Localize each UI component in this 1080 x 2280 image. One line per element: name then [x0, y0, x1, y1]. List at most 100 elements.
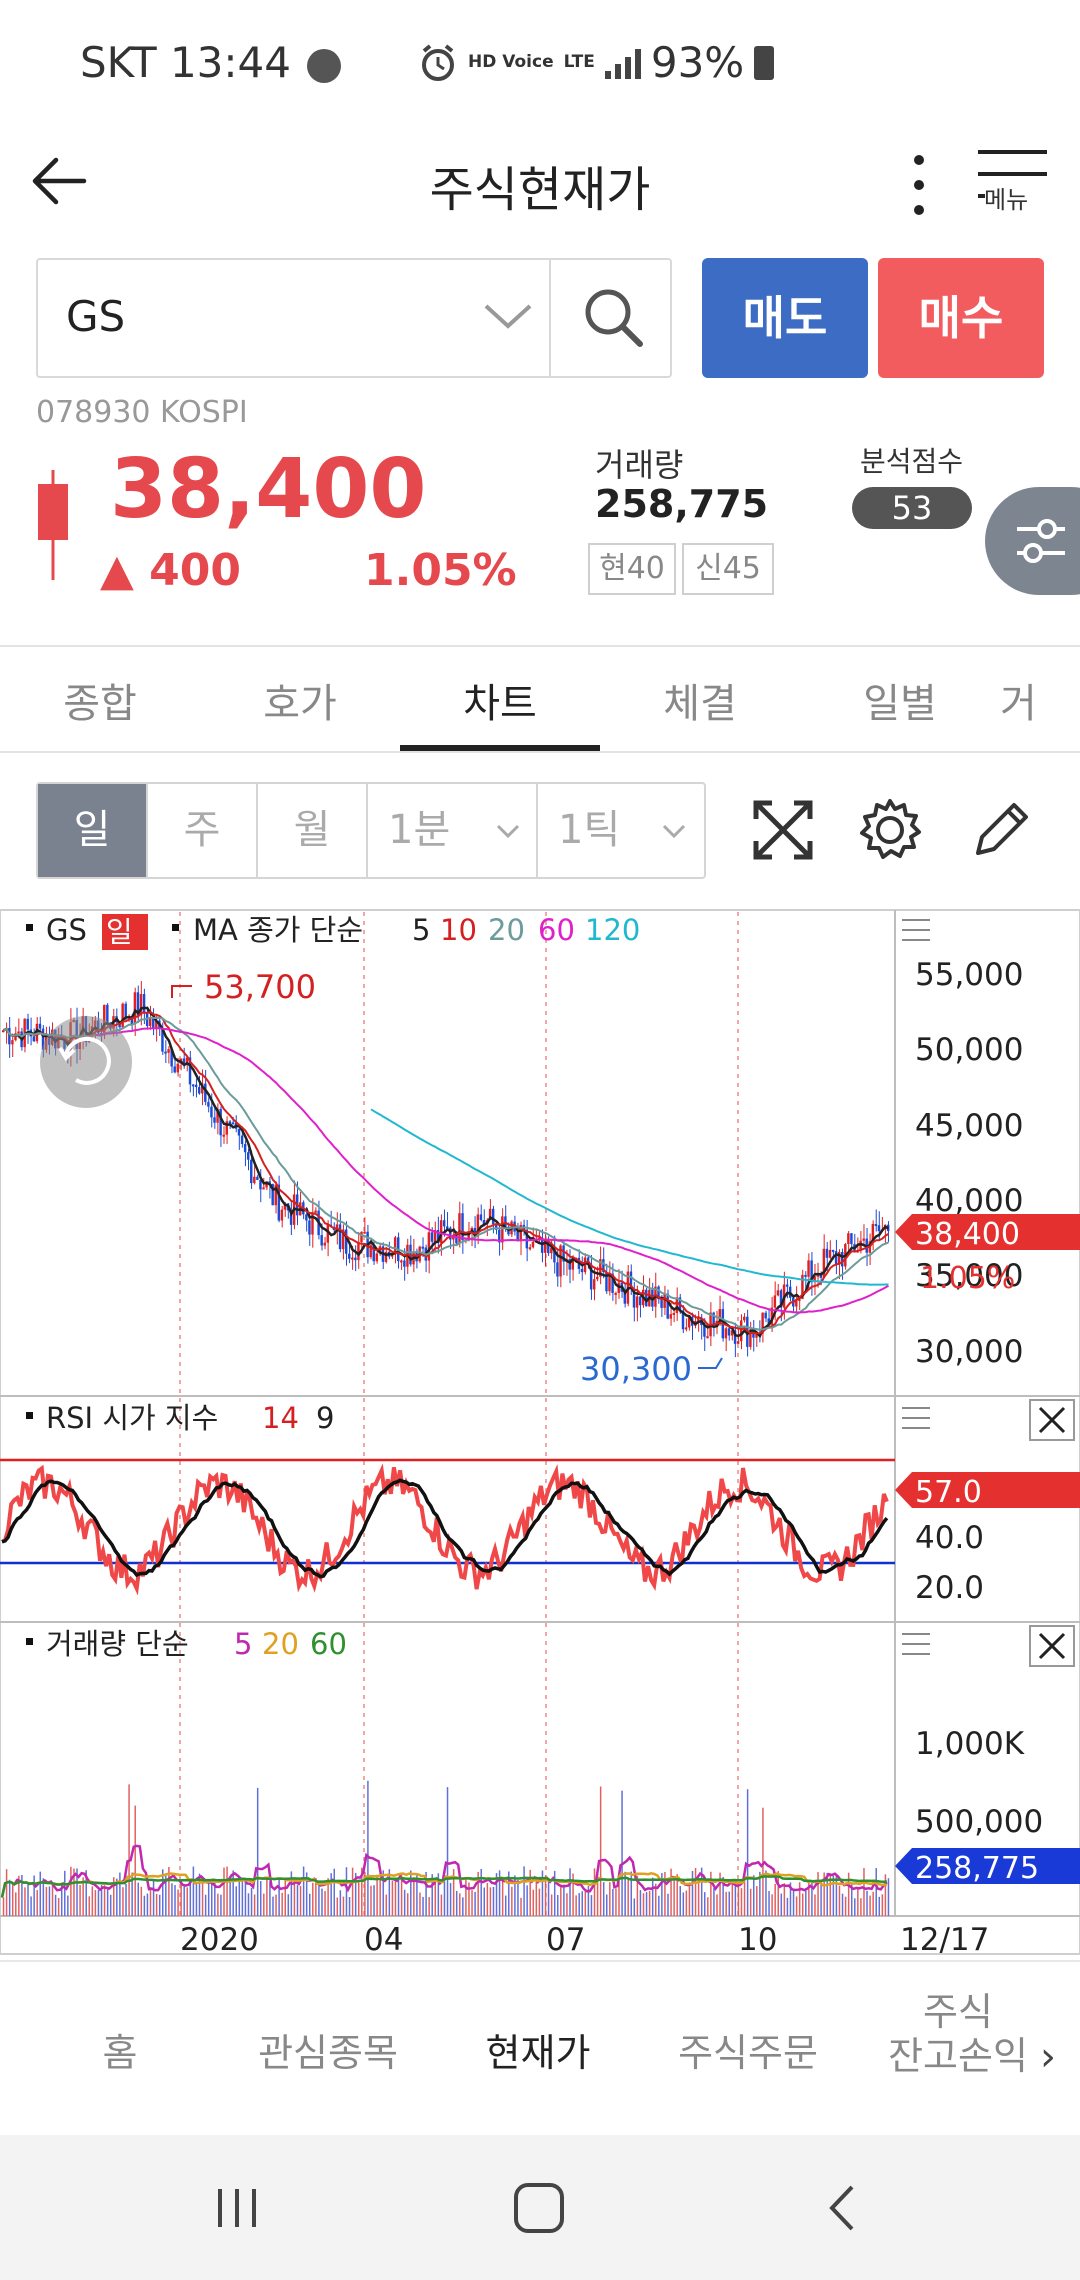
- candle-body: [305, 1214, 308, 1221]
- close-panel-icon[interactable]: [1029, 1625, 1075, 1667]
- pencil-draw-icon[interactable]: [966, 795, 1036, 865]
- candle-body: [703, 1325, 706, 1337]
- battery-icon: [754, 45, 775, 80]
- back-arrow-icon[interactable]: [28, 150, 90, 212]
- candle-body: [675, 1297, 679, 1313]
- sell-button[interactable]: 매도: [702, 258, 868, 378]
- ma-line-20: [3, 1016, 889, 1331]
- candle-body: [170, 1049, 173, 1067]
- settings-gear-icon[interactable]: [855, 795, 925, 865]
- candle-body: [556, 1262, 559, 1277]
- candle-body: [427, 1232, 431, 1261]
- tab-more[interactable]: 거: [1000, 681, 1037, 727]
- filter-fab-button[interactable]: [985, 487, 1080, 595]
- legend-ma-10: 10: [440, 913, 477, 947]
- current-pct-axis-label: 1.05%: [920, 1261, 1015, 1296]
- nav-stock-order[interactable]: 주식주문: [678, 2031, 818, 2075]
- nav-next-arrow-icon[interactable]: ›: [1040, 2034, 1056, 2080]
- candle-body: [635, 1296, 639, 1308]
- fullscreen-icon[interactable]: [748, 795, 818, 865]
- volume-ma-60: [0, 1875, 887, 1898]
- stock-chart[interactable]: GS 일 MA 종가 단순 5 10 20 60 120 55,000 50,0…: [0, 908, 1080, 1958]
- period-week[interactable]: 주: [148, 784, 258, 877]
- candle-body: [819, 1274, 823, 1278]
- period-tick[interactable]: 1틱: [538, 784, 704, 877]
- candle-body: [207, 1101, 210, 1107]
- candle-body: [253, 1176, 256, 1184]
- nav-current-price[interactable]: 현재가: [485, 2031, 591, 2075]
- home-icon[interactable]: [512, 2181, 566, 2235]
- tab-summary[interactable]: 종합: [63, 681, 137, 727]
- nav-watchlist[interactable]: 관심종목: [258, 2031, 398, 2075]
- tab-daily[interactable]: 일별: [863, 681, 937, 727]
- period-month[interactable]: 월: [258, 784, 368, 877]
- stock-name-field[interactable]: GS: [66, 292, 126, 341]
- tab-trades[interactable]: 체결: [663, 681, 737, 727]
- candle-body: [730, 1330, 734, 1336]
- candle-body: [761, 1312, 764, 1334]
- candle-body: [271, 1183, 274, 1206]
- candle-body: [393, 1237, 397, 1255]
- candle-body: [822, 1248, 826, 1278]
- chart-canvas[interactable]: GS 일 MA 종가 단순 5 10 20 60 120 55,000 50,0…: [0, 908, 1080, 1958]
- stock-search-box[interactable]: GS: [36, 258, 672, 378]
- buy-button[interactable]: 매수: [878, 258, 1044, 378]
- chevron-down-icon: [662, 824, 686, 839]
- candle-body: [801, 1274, 804, 1299]
- low-price-label: 30,300: [580, 1350, 692, 1388]
- volume-ma-60: 60: [310, 1627, 347, 1661]
- period-day[interactable]: 일: [38, 784, 148, 877]
- panel-menu-icon[interactable]: [902, 1407, 930, 1429]
- candle-body: [164, 1051, 167, 1054]
- close-panel-icon[interactable]: [1029, 1399, 1075, 1441]
- candle-body: [785, 1284, 789, 1287]
- panel-menu-icon[interactable]: [902, 919, 930, 941]
- candle-body: [739, 1320, 743, 1342]
- hamburger-menu-icon[interactable]: [975, 146, 1050, 226]
- period-minute[interactable]: 1분: [368, 784, 538, 877]
- rotate-screen-icon[interactable]: [40, 1016, 132, 1108]
- app-header: 주식현재가 메뉴: [0, 130, 1080, 230]
- rsi-param-9: 9: [316, 1401, 334, 1435]
- volume-tick-1000k: 1,000K: [915, 1726, 1025, 1762]
- tab-chart[interactable]: 차트: [463, 681, 537, 727]
- candle-body: [516, 1231, 519, 1242]
- candle-body: [256, 1176, 259, 1180]
- chevron-down-icon[interactable]: [478, 296, 538, 336]
- candle-body: [357, 1242, 360, 1261]
- status-tag-2: 신45: [682, 543, 774, 595]
- panel-menu-icon[interactable]: [902, 1633, 930, 1655]
- candle-body: [687, 1316, 691, 1328]
- candle-body: [645, 1289, 648, 1307]
- candle-body: [237, 1128, 241, 1136]
- candle-body: [623, 1291, 627, 1304]
- recent-apps-icon[interactable]: [212, 2183, 262, 2233]
- tab-orderbook[interactable]: 호가: [263, 681, 337, 727]
- nav-home[interactable]: 홈: [102, 2031, 138, 2075]
- more-vert-icon[interactable]: [908, 150, 930, 220]
- period-minute-label: 1분: [388, 807, 451, 853]
- candle-body: [608, 1273, 611, 1292]
- candle-body: [283, 1203, 287, 1210]
- search-icon[interactable]: [578, 282, 648, 352]
- candle-body: [543, 1238, 547, 1253]
- system-back-icon[interactable]: [822, 2183, 862, 2233]
- candle-body: [592, 1279, 596, 1290]
- candle-body: [262, 1187, 265, 1190]
- nav-balance-pnl[interactable]: 주식 잔고손익: [858, 1990, 1058, 2078]
- menu-label[interactable]: 메뉴: [984, 186, 1029, 214]
- current-price-axis-label: 38,400: [915, 1217, 1020, 1252]
- ma-line-10: [3, 1010, 890, 1335]
- candle-body: [210, 1106, 213, 1118]
- price-change: ▲ 400: [100, 545, 242, 596]
- status-right: HD Voice LTE 93%: [418, 38, 775, 87]
- candle-body: [136, 992, 140, 1016]
- x-label-10: 10: [738, 1922, 777, 1956]
- candle-body: [161, 1028, 164, 1052]
- candle-body: [400, 1260, 403, 1263]
- rsi-signal-line: [1, 1478, 889, 1579]
- volume-value: 258,775: [595, 482, 769, 526]
- candle-body: [348, 1253, 351, 1259]
- candle-body: [11, 1040, 14, 1045]
- analysis-score-badge[interactable]: 53: [852, 487, 972, 529]
